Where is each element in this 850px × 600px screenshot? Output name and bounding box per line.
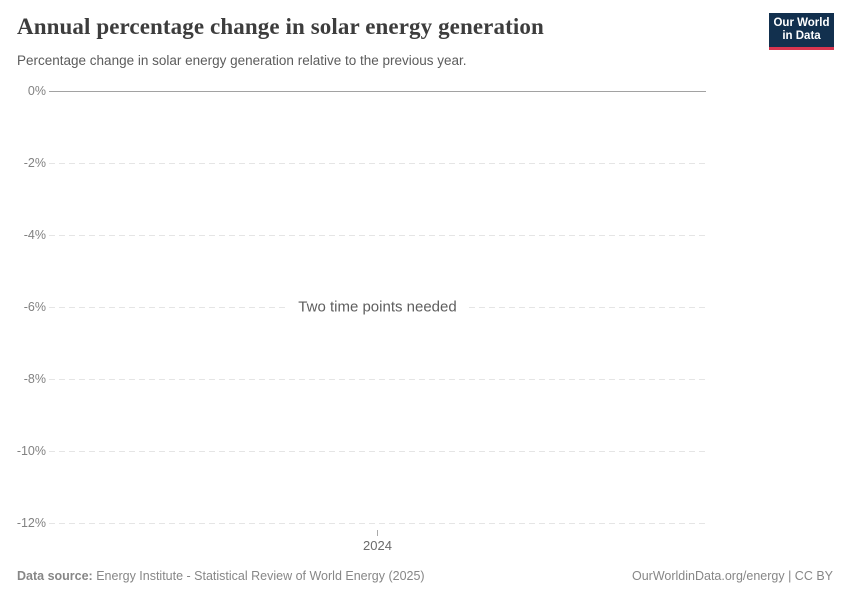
data-source-note: Data source: Energy Institute - Statisti… [17,568,425,584]
gridline [49,379,706,380]
ytick-label: -8% [23,372,46,386]
owid-logo-line2: in Data [782,30,821,42]
gridline [49,523,706,524]
gridline [49,451,706,452]
gridline [49,307,706,308]
gridline-zero [49,91,706,92]
owid-logo: Our World in Data [769,13,834,50]
data-source-value: Energy Institute - Statistical Review of… [92,569,425,583]
chart-footer: Data source: Energy Institute - Statisti… [17,568,833,584]
chart-subtitle: Percentage change in solar energy genera… [17,53,467,68]
gridline [49,235,706,236]
ytick-label: -6% [23,300,46,314]
gridline [49,163,706,164]
xtick-mark [377,530,378,536]
ytick-label: -2% [23,156,46,170]
data-source-label: Data source: [17,569,93,583]
owid-logo-line1: Our World [773,17,830,29]
ytick-label: -12% [16,516,46,530]
ytick-label: -10% [16,444,46,458]
page-title: Annual percentage change in solar energy… [17,14,544,39]
attribution-license: OurWorldinData.org/energy | CC BY [631,569,833,583]
ytick-label: -4% [23,228,46,242]
ytick-label: 0% [27,84,46,98]
xtick-label: 2024 [363,538,392,553]
